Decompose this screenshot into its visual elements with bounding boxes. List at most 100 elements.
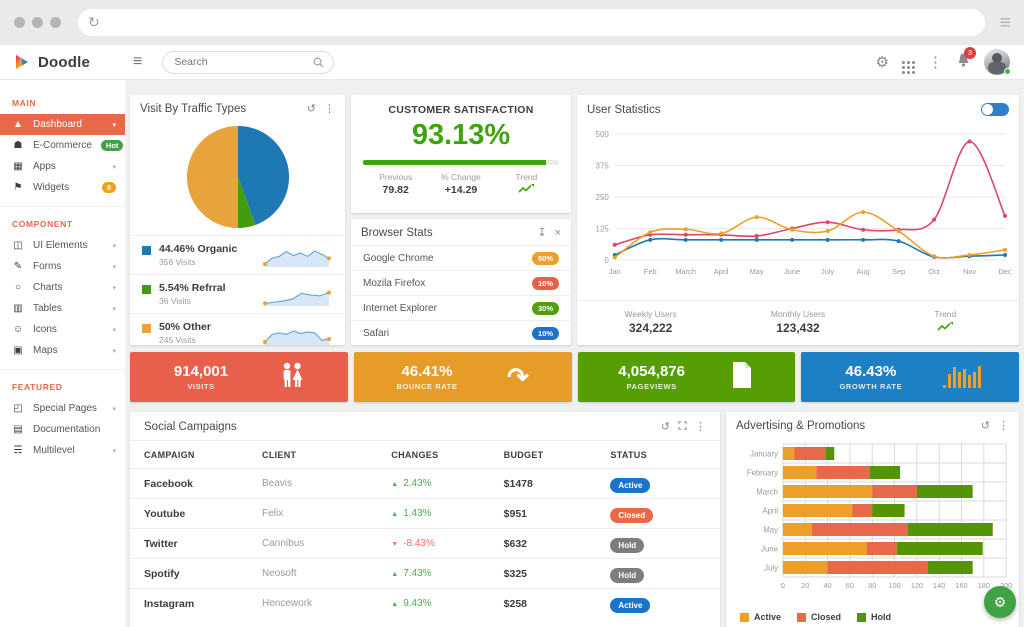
table-row[interactable]: Spotify Neosoft ▲ 7.43% $325 Hold — [130, 558, 720, 588]
user-statistics-title: User Statistics — [587, 103, 661, 116]
window-dot[interactable] — [14, 17, 25, 28]
sidebar-item-widgets[interactable]: ⚑ Widgets 8 — [0, 177, 125, 198]
chart-toggle[interactable] — [981, 103, 1009, 116]
sidebar-item-ui-elements[interactable]: ◫ UI Elements ▾ — [0, 235, 125, 256]
legend-label: Active — [754, 612, 782, 622]
refresh-icon[interactable]: ↺ — [980, 419, 990, 432]
user-avatar[interactable] — [984, 49, 1011, 75]
traffic-legend-row: 44.46% Organic 356 Visits — [130, 235, 345, 274]
kebab-menu-icon[interactable]: ⋮ — [998, 419, 1009, 432]
search-input[interactable] — [172, 55, 314, 69]
tables-icon: ▥ — [13, 303, 23, 314]
tile-label: BOUNCE RATE — [396, 382, 458, 391]
sidebar-item-icons[interactable]: ☺ Icons ▾ — [0, 319, 125, 340]
stat-tile-pageviews[interactable]: 4,054,876 PAGEVIEWS — [577, 352, 796, 402]
sidebar-item-apps[interactable]: ▦ Apps ▾ — [0, 156, 125, 177]
tile-value: 4,054,876 — [618, 363, 685, 380]
campaign-cell: Facebook — [144, 477, 194, 490]
sidebar-item-multilevel[interactable]: ☴ Multilevel ▾ — [0, 440, 125, 461]
kebab-menu-icon[interactable]: ⋮ — [695, 420, 706, 433]
user-statistics-line-chart: 0 125 250 375 500 Jan Feb March April May June July… — [596, 130, 1012, 276]
legend-item-active[interactable]: Active — [740, 612, 781, 622]
refresh-icon[interactable]: ↺ — [306, 102, 316, 115]
tile-label: GROWTH RATE — [839, 382, 903, 391]
sidebar-badge: 8 — [101, 181, 116, 194]
table-row[interactable]: Facebook Beavis ▲ 2.43% $1478 Active — [130, 468, 720, 498]
sidebar-item-forms[interactable]: ✎ Forms ▾ — [0, 256, 125, 277]
changes-cell: ▲ 7.43% — [391, 568, 432, 579]
download-icon[interactable]: ↧ — [537, 226, 547, 239]
status-badge: Active — [610, 597, 651, 613]
reload-icon[interactable]: ↻ — [88, 14, 100, 30]
legend-visits-label: 36 Visits — [159, 296, 191, 306]
column-header[interactable]: CLIENT — [262, 449, 297, 460]
change-label: % Change — [441, 172, 481, 182]
budget-cell: $325 — [503, 567, 528, 580]
svg-text:Jan: Jan — [609, 267, 621, 276]
changes-cell: ▲ 1.43% — [391, 508, 432, 519]
sidebar-item-tables[interactable]: ▥ Tables ▾ — [0, 298, 125, 319]
stat-tile-growth-rate[interactable]: 46.43% GROWTH RATE — [801, 352, 1019, 402]
client-cell: Felix — [262, 508, 284, 519]
window-dot[interactable] — [32, 17, 43, 28]
close-icon[interactable]: × — [554, 226, 561, 239]
sidebar-item-special-pages[interactable]: ◰ Special Pages ▾ — [0, 398, 125, 419]
svg-text:Nov: Nov — [963, 267, 976, 276]
legend-swatch — [740, 612, 749, 622]
legend-label: Hold — [871, 612, 892, 622]
kebab-menu-icon[interactable]: ⋮ — [928, 53, 943, 71]
svg-text:120: 120 — [911, 581, 923, 588]
notifications-bell[interactable]: 3 — [956, 46, 976, 73]
traffic-pie-chart — [186, 125, 289, 229]
chevron-down-icon: ▾ — [112, 242, 116, 250]
browser-menu-icon[interactable]: ≡ — [999, 11, 1011, 34]
page-icon — [730, 361, 754, 393]
kebab-menu-icon[interactable]: ⋮ — [324, 102, 335, 115]
stat-tile-bounce-rate[interactable]: 46.41% BOUNCE RATE ↷ — [353, 352, 572, 402]
svg-text:April: April — [714, 267, 729, 276]
table-row[interactable]: Instagram Hencework ▲ 9.43% $258 Active — [130, 588, 720, 618]
settings-fab[interactable]: ⚙ — [984, 586, 1016, 618]
svg-text:March: March — [675, 267, 696, 276]
column-header[interactable]: STATUS — [610, 449, 647, 460]
tile-value: 914,001 — [173, 363, 229, 380]
settings-gear-icon[interactable]: ⚙ — [875, 53, 889, 71]
svg-text:Feb: Feb — [644, 267, 657, 276]
satisfaction-value: 93.13% — [411, 119, 511, 151]
weekly-users-value: 324,222 — [628, 321, 673, 335]
table-row[interactable]: Twitter Cannibus ▼ -8.43% $632 Hold — [130, 528, 720, 558]
previous-value: 79.82 — [382, 184, 409, 196]
gear-icon: ⚙ — [993, 593, 1007, 610]
table-row[interactable]: Youtube Felix ▲ 1.43% $951 Closed — [130, 498, 720, 528]
column-header[interactable]: BUDGET — [503, 449, 544, 460]
search-box[interactable] — [162, 50, 335, 74]
column-header[interactable]: CAMPAIGN — [144, 449, 195, 460]
budget-cell: $632 — [503, 537, 528, 550]
tile-label: PAGEVIEWS — [626, 382, 677, 391]
column-header[interactable]: CHANGES — [391, 449, 439, 460]
browser-share-badge: 10% — [531, 326, 559, 340]
traffic-legend-row: 5.54% Refrral 36 Visits — [130, 274, 345, 313]
sidebar-toggle-icon[interactable]: ≡ — [133, 53, 143, 70]
legend-swatch — [142, 245, 151, 255]
sidebar-item-maps[interactable]: ▣ Maps ▾ — [0, 340, 125, 361]
window-dot[interactable] — [50, 17, 61, 28]
sidebar-item-ecommerce[interactable]: ☗ E-Commerce Hot — [0, 135, 125, 156]
expand-icon[interactable] — [678, 421, 687, 433]
legend-item-closed[interactable]: Closed — [797, 612, 841, 622]
apps-grid-icon[interactable] — [902, 60, 905, 64]
traffic-card: Visit By Traffic Types ↺ ⋮ 44.46% Organi… — [130, 95, 345, 345]
sidebar-item-charts[interactable]: ○ Charts ▾ — [0, 277, 125, 298]
stat-tile-visits[interactable]: 914,001 VISITS — [130, 352, 348, 402]
legend-item-hold[interactable]: Hold — [857, 612, 891, 622]
sidebar-item-dashboard[interactable]: ▲ Dashboard ▾ — [0, 114, 125, 135]
brand[interactable]: Doodle — [0, 54, 125, 71]
refresh-icon[interactable]: ↺ — [660, 420, 670, 433]
sidebar-item-documentation[interactable]: ▤ Documentation — [0, 419, 125, 440]
search-icon[interactable] — [313, 57, 324, 68]
sidebar-item-label: Maps — [33, 345, 58, 356]
chevron-down-icon: ▾ — [112, 163, 116, 171]
url-bar[interactable]: ↻ — [78, 9, 986, 36]
browser-stats-row: Mozila Firefox 10% — [351, 270, 571, 295]
